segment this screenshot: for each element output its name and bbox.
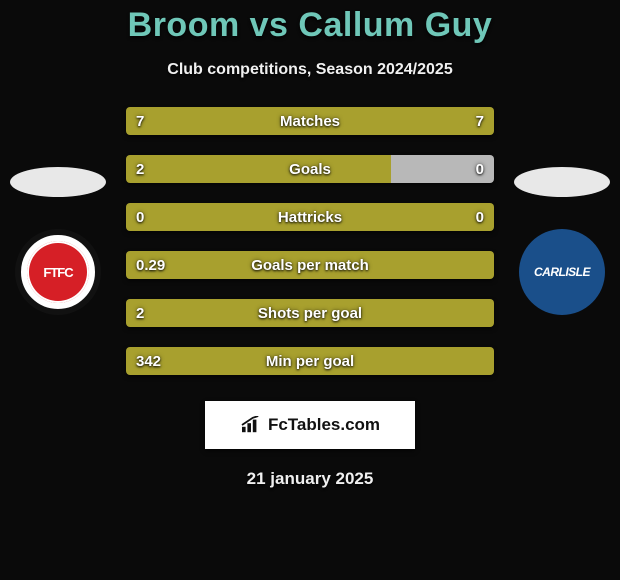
subtitle: Club competitions, Season 2024/2025	[0, 61, 620, 79]
club-badge-right: CARLISLE	[519, 229, 605, 315]
stat-row: 7Matches7	[126, 107, 494, 135]
main-row: FTFC 7Matches7 2Goals0 0Hattricks0 0.29Goal…	[0, 107, 620, 375]
date-label: 21 january 2025	[0, 469, 620, 489]
player-photo-right	[514, 167, 610, 197]
club-badge-left: FTFC	[15, 229, 101, 315]
stats-bars: 7Matches7 2Goals0 0Hattricks0 0.29Goals per…	[108, 107, 512, 375]
page-title: Broom vs Callum Guy	[0, 6, 620, 45]
stat-label: Goals per match	[126, 257, 494, 274]
stat-row: 0Hattricks0	[126, 203, 494, 231]
chart-icon	[240, 416, 262, 434]
stat-label: Min per goal	[126, 353, 494, 370]
stat-label: Goals	[126, 161, 494, 178]
stat-label: Hattricks	[126, 209, 494, 226]
right-column: CARLISLE	[512, 167, 612, 315]
left-column: FTFC	[8, 167, 108, 315]
brand-text: FcTables.com	[268, 415, 380, 435]
stat-label: Shots per goal	[126, 305, 494, 322]
brand-box[interactable]: FcTables.com	[205, 401, 415, 449]
player-photo-left	[10, 167, 106, 197]
comparison-card: Broom vs Callum Guy Club competitions, S…	[0, 0, 620, 489]
stat-row: 2Goals0	[126, 155, 494, 183]
club-badge-right-text: CARLISLE	[534, 265, 590, 279]
stat-row: 2Shots per goal	[126, 299, 494, 327]
stat-row: 0.29Goals per match	[126, 251, 494, 279]
club-badge-left-text: FTFC	[27, 241, 89, 303]
stat-label: Matches	[126, 113, 494, 130]
stat-row: 342Min per goal	[126, 347, 494, 375]
